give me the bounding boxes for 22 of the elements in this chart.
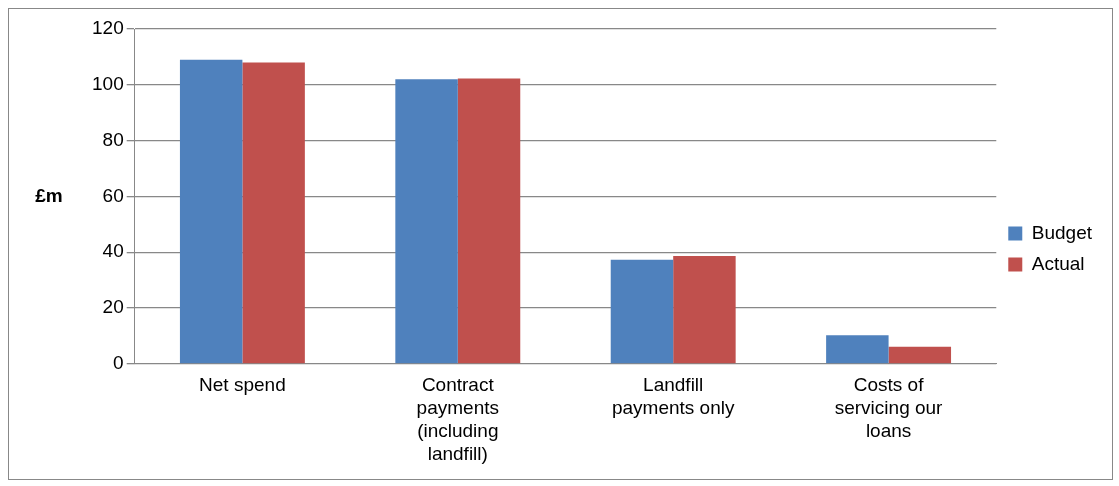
x-tick-label: Landfill payments only: [611, 374, 735, 419]
x-tick-label: Net spend: [199, 374, 286, 396]
y-tick-label: 40: [102, 240, 124, 262]
bar: [395, 79, 458, 364]
y-tick-label: 120: [92, 17, 124, 39]
bar: [610, 259, 674, 364]
bar: [179, 59, 243, 364]
x-tick-label: Contract payments (including landfill): [416, 374, 499, 464]
bar: [457, 78, 521, 364]
y-tick-label: 0: [113, 352, 124, 374]
y-tick-label: 60: [102, 184, 124, 206]
legend-label: Budget: [1031, 221, 1093, 243]
x-tick-label: Costs of servicing our loans: [834, 374, 944, 442]
y-axis-title: £m: [35, 184, 63, 206]
y-tick-label: 20: [102, 296, 124, 318]
y-tick-label: 100: [92, 73, 124, 95]
bar: [888, 346, 952, 364]
bar: [673, 256, 736, 364]
legend-label: Actual: [1031, 252, 1085, 274]
bar: [826, 335, 889, 364]
y-tick-label: 80: [102, 128, 124, 150]
bar: [242, 62, 305, 364]
